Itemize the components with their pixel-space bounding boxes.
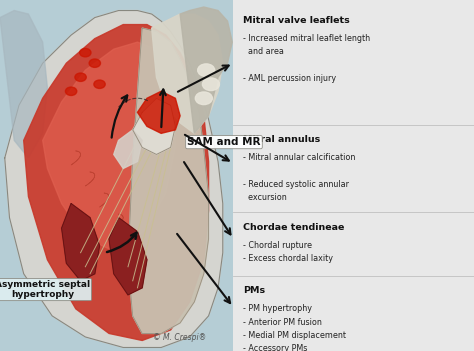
Text: - Mitral annular calcification: - Mitral annular calcification bbox=[243, 153, 355, 163]
Text: - Anterior PM fusion: - Anterior PM fusion bbox=[243, 318, 321, 327]
Circle shape bbox=[202, 78, 219, 91]
Circle shape bbox=[75, 73, 86, 81]
Text: Mitral valve leaflets: Mitral valve leaflets bbox=[243, 16, 349, 25]
Text: PMs: PMs bbox=[243, 286, 265, 295]
Polygon shape bbox=[180, 7, 232, 133]
Text: and area: and area bbox=[243, 47, 283, 57]
Polygon shape bbox=[5, 11, 223, 347]
Text: - AML percussion injury: - AML percussion injury bbox=[243, 74, 336, 83]
Text: SAM and MR: SAM and MR bbox=[187, 137, 261, 147]
Circle shape bbox=[198, 64, 215, 77]
Text: - Reduced systolic annular: - Reduced systolic annular bbox=[243, 180, 349, 189]
Text: excursion: excursion bbox=[243, 193, 286, 203]
Polygon shape bbox=[0, 11, 47, 158]
Text: - PM hypertrophy: - PM hypertrophy bbox=[243, 304, 312, 313]
Text: - Accessory PMs: - Accessory PMs bbox=[243, 344, 307, 351]
Circle shape bbox=[65, 87, 77, 95]
Bar bbox=[233, 0, 474, 351]
Text: Chordae tendineae: Chordae tendineae bbox=[243, 223, 344, 232]
Polygon shape bbox=[152, 14, 223, 133]
Circle shape bbox=[89, 59, 100, 67]
Text: - Chordal rupture: - Chordal rupture bbox=[243, 241, 312, 250]
Circle shape bbox=[80, 48, 91, 57]
Polygon shape bbox=[62, 204, 100, 281]
Circle shape bbox=[195, 92, 212, 105]
Polygon shape bbox=[43, 42, 175, 253]
Text: - Increased mitral leaflet length: - Increased mitral leaflet length bbox=[243, 34, 370, 43]
Text: Mitral annulus: Mitral annulus bbox=[243, 135, 320, 144]
Text: © M. Crespi®: © M. Crespi® bbox=[154, 333, 207, 342]
Circle shape bbox=[94, 80, 105, 88]
Polygon shape bbox=[24, 25, 209, 340]
Text: Asymmetric septal
hypertrophy: Asymmetric septal hypertrophy bbox=[0, 280, 90, 299]
Polygon shape bbox=[137, 91, 180, 133]
Polygon shape bbox=[109, 218, 147, 295]
Polygon shape bbox=[128, 28, 209, 333]
Polygon shape bbox=[114, 130, 142, 168]
Polygon shape bbox=[133, 98, 175, 154]
Text: - Excess chordal laxity: - Excess chordal laxity bbox=[243, 254, 333, 264]
Text: - Medial PM displacement: - Medial PM displacement bbox=[243, 331, 346, 340]
